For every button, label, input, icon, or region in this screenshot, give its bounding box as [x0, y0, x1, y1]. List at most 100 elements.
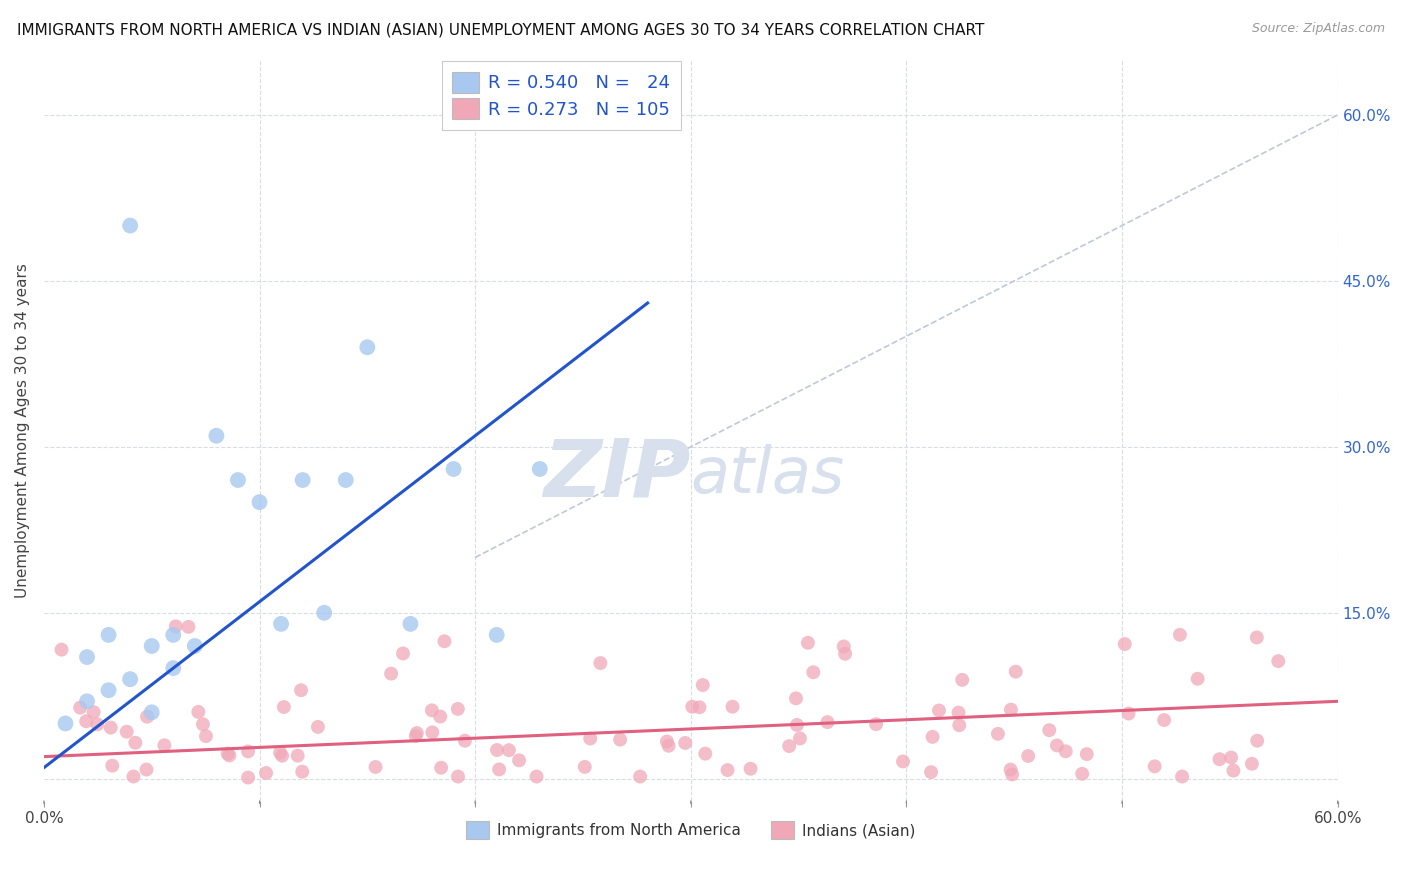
Point — [430, 761, 453, 775]
Point — [1240, 756, 1263, 771]
Point — [86, 717, 108, 731]
Point — [1076, 747, 1098, 761]
Point — [692, 678, 714, 692]
Point — [1168, 628, 1191, 642]
Point — [529, 462, 551, 476]
Point — [891, 755, 914, 769]
Point — [120, 219, 142, 233]
Point — [1004, 665, 1026, 679]
Point — [1017, 749, 1039, 764]
Point — [100, 721, 122, 735]
Point — [120, 672, 142, 686]
Point — [797, 636, 820, 650]
Point — [97, 683, 120, 698]
Point — [141, 706, 163, 720]
Point — [1187, 672, 1209, 686]
Point — [574, 760, 596, 774]
Point — [817, 715, 839, 730]
Point — [205, 429, 228, 443]
Text: Source: ZipAtlas.com: Source: ZipAtlas.com — [1251, 22, 1385, 36]
Point — [1071, 766, 1094, 780]
Point — [162, 628, 184, 642]
Point — [69, 700, 91, 714]
Point — [187, 705, 209, 719]
Point — [314, 606, 336, 620]
Point — [135, 763, 157, 777]
Point — [865, 717, 887, 731]
Point — [433, 634, 456, 648]
Point — [273, 700, 295, 714]
Point — [124, 736, 146, 750]
Point — [335, 473, 357, 487]
Point — [1153, 713, 1175, 727]
Point — [1171, 770, 1194, 784]
Point — [485, 743, 508, 757]
Point — [1114, 637, 1136, 651]
Point — [681, 699, 703, 714]
Point — [380, 666, 402, 681]
Point — [236, 771, 259, 785]
Point — [786, 718, 808, 732]
Point — [392, 647, 415, 661]
Point — [688, 700, 710, 714]
Y-axis label: Unemployment Among Ages 30 to 34 years: Unemployment Among Ages 30 to 34 years — [15, 263, 30, 598]
Point — [498, 743, 520, 757]
Point — [508, 753, 530, 767]
Point — [673, 736, 696, 750]
Point — [194, 729, 217, 743]
Point — [609, 732, 631, 747]
Point — [141, 639, 163, 653]
Point — [740, 762, 762, 776]
Point — [290, 683, 312, 698]
Point — [948, 718, 970, 732]
Point — [307, 720, 329, 734]
Point — [364, 760, 387, 774]
Point — [236, 744, 259, 758]
Point — [1054, 744, 1077, 758]
Point — [356, 340, 378, 354]
Point — [217, 747, 239, 761]
Point — [832, 640, 855, 654]
Point — [420, 725, 443, 739]
Point — [1246, 733, 1268, 747]
Point — [399, 616, 422, 631]
Point — [291, 473, 314, 487]
Point — [97, 628, 120, 642]
Point — [589, 656, 612, 670]
Point — [526, 770, 548, 784]
Point — [950, 673, 973, 687]
Point — [226, 473, 249, 487]
Point — [55, 716, 77, 731]
Point — [75, 714, 97, 729]
Point — [801, 665, 824, 680]
Point — [83, 705, 105, 719]
Point — [928, 703, 950, 717]
Point — [778, 739, 800, 753]
Point — [454, 733, 477, 747]
Point — [485, 628, 508, 642]
Text: atlas: atlas — [690, 443, 845, 506]
Point — [184, 639, 207, 653]
Legend: Immigrants from North America, Indians (Asian): Immigrants from North America, Indians (… — [460, 815, 921, 845]
Point — [122, 770, 145, 784]
Point — [405, 729, 427, 743]
Point — [249, 495, 271, 509]
Point — [165, 619, 187, 633]
Point — [254, 766, 277, 780]
Point — [420, 703, 443, 717]
Point — [162, 661, 184, 675]
Point — [1000, 763, 1022, 777]
Point — [658, 739, 681, 753]
Point — [429, 709, 451, 723]
Point — [406, 726, 429, 740]
Point — [488, 763, 510, 777]
Point — [447, 770, 470, 784]
Point — [1001, 767, 1024, 781]
Point — [1143, 759, 1166, 773]
Point — [628, 770, 651, 784]
Point — [1246, 631, 1268, 645]
Point — [269, 746, 291, 760]
Point — [1222, 764, 1244, 778]
Point — [51, 642, 73, 657]
Point — [443, 462, 465, 476]
